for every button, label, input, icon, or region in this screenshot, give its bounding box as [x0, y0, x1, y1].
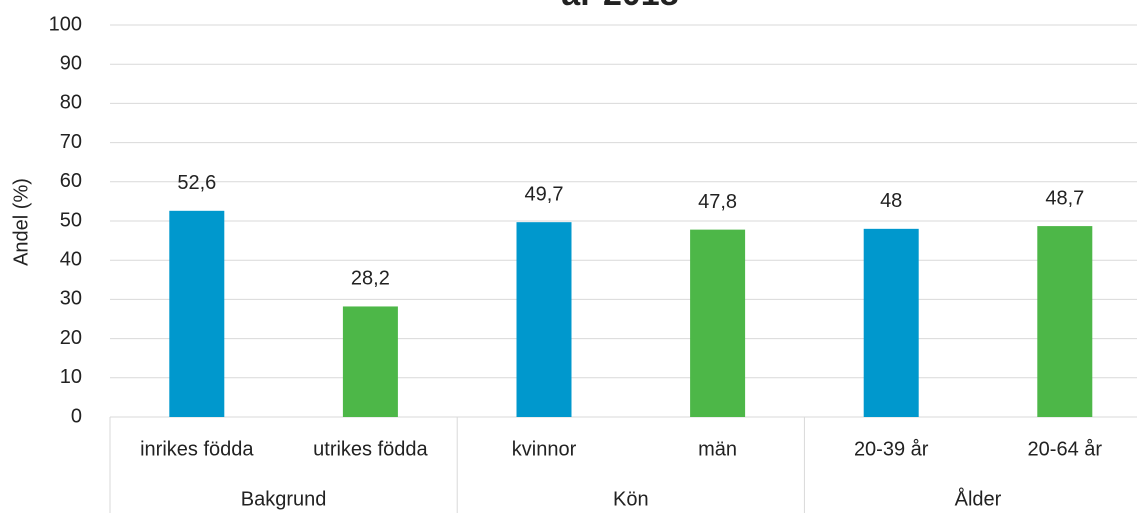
x-tick-label: kvinnor	[512, 438, 577, 460]
y-tick-label: 30	[60, 288, 82, 310]
chart-title: år 2018	[561, 0, 678, 13]
data-label: 48,7	[1045, 187, 1084, 209]
data-label: 49,7	[525, 183, 564, 205]
group-label: Kön	[613, 488, 649, 510]
y-tick-label: 50	[60, 209, 82, 231]
y-tick-label: 0	[71, 405, 82, 427]
y-tick-label: 100	[49, 13, 82, 35]
data-label: 47,8	[698, 191, 737, 213]
data-label: 52,6	[177, 172, 216, 194]
bar	[342, 306, 398, 417]
group-label: Ålder	[955, 487, 1002, 510]
y-tick-label: 10	[60, 366, 82, 388]
x-tick-label: 20-39 år	[854, 438, 929, 460]
y-tick-label: 20	[60, 327, 82, 349]
x-tick-label: inrikes födda	[140, 438, 254, 460]
x-tick-label: utrikes födda	[313, 438, 428, 460]
bar	[169, 210, 225, 417]
bar	[1037, 226, 1093, 417]
y-axis-title: Andel (%)	[10, 178, 32, 266]
y-tick-label: 80	[60, 92, 82, 114]
data-label: 48	[880, 190, 902, 212]
bar	[690, 229, 746, 417]
y-tick-label: 70	[60, 131, 82, 153]
y-tick-label: 60	[60, 170, 82, 192]
y-tick-label: 40	[60, 248, 82, 270]
group-label: Bakgrund	[241, 488, 327, 510]
bar	[863, 228, 919, 417]
y-tick-label: 90	[60, 52, 82, 74]
bar	[516, 222, 572, 417]
x-tick-label: 20-64 år	[1028, 438, 1103, 460]
x-tick-label: män	[698, 438, 737, 460]
data-label: 28,2	[351, 268, 390, 290]
